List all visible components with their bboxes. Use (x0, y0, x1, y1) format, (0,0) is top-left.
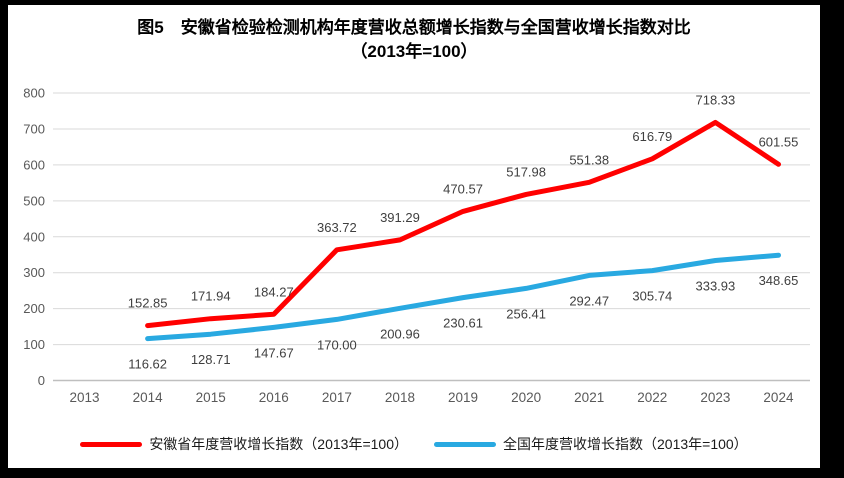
data-label: 391.29 (380, 210, 420, 225)
x-axis-tick-label: 2016 (259, 390, 289, 405)
x-axis-tick-label: 2023 (700, 390, 730, 405)
chart-legend: 安徽省年度营收增长指数（2013年=100） 全国年度营收增长指数（2013年=… (8, 434, 820, 454)
legend-item-anhui: 安徽省年度营收增长指数（2013年=100） (80, 434, 408, 454)
y-axis-tick-label: 0 (38, 373, 45, 388)
national-series-line-icon (434, 441, 496, 447)
data-label: 170.00 (317, 337, 357, 352)
data-label: 171.94 (191, 289, 231, 304)
x-axis-tick-label: 2019 (448, 390, 478, 405)
data-label: 116.62 (128, 357, 167, 372)
data-label: 305.74 (632, 289, 672, 304)
x-axis-tick-label: 2013 (70, 390, 100, 405)
legend-label-anhui: 安徽省年度营收增长指数（2013年=100） (149, 436, 408, 452)
series-line-1 (145, 252, 781, 342)
data-label: 718.33 (695, 92, 735, 107)
x-axis-tick-label: 2020 (511, 390, 541, 405)
data-label: 200.96 (380, 326, 420, 341)
data-label: 333.93 (695, 278, 735, 293)
data-label: 128.71 (191, 352, 231, 367)
y-axis-tick-label: 800 (23, 86, 45, 101)
data-label: 517.98 (506, 164, 546, 179)
data-label: 348.65 (759, 273, 799, 288)
y-axis-tick-label: 500 (23, 193, 45, 208)
y-axis-tick-label: 400 (23, 229, 45, 244)
chart-title-line1: 图5 安徽省检验检测机构年度营收总额增长指数与全国营收增长指数对比 (137, 18, 691, 37)
data-label: 184.27 (254, 284, 294, 299)
data-label: 616.79 (632, 129, 672, 144)
data-label: 230.61 (443, 316, 483, 331)
data-label: 601.55 (759, 134, 799, 149)
x-axis-tick-label: 2024 (763, 390, 794, 405)
data-label: 470.57 (443, 181, 483, 196)
series-line-0 (145, 119, 781, 329)
chart-title: 图5 安徽省检验检测机构年度营收总额增长指数与全国营收增长指数对比 （2013年… (8, 16, 820, 64)
x-axis-tick-label: 2014 (133, 390, 164, 405)
x-axis-tick-label: 2017 (322, 390, 352, 405)
data-label: 292.47 (569, 293, 609, 308)
data-label: 551.38 (569, 152, 609, 167)
x-axis-tick-label: 2015 (196, 390, 226, 405)
data-label: 152.85 (128, 296, 168, 311)
y-axis-tick-label: 200 (23, 301, 45, 316)
legend-label-national: 全国年度营收增长指数（2013年=100） (503, 436, 748, 452)
chart-title-line2: （2013年=100） (350, 42, 478, 61)
data-label: 363.72 (317, 220, 357, 235)
x-axis-tick-label: 2022 (637, 390, 667, 405)
anhui-series-line-icon (80, 441, 143, 447)
data-label: 256.41 (506, 306, 546, 321)
data-label: 147.67 (254, 345, 294, 360)
y-axis-tick-label: 100 (23, 337, 45, 352)
y-axis-tick-label: 300 (23, 265, 45, 280)
x-axis-tick-label: 2021 (574, 390, 604, 405)
y-axis-tick-label: 600 (23, 157, 45, 172)
x-axis-tick-label: 2018 (385, 390, 415, 405)
y-axis-tick-label: 700 (23, 121, 45, 136)
legend-item-national: 全国年度营收增长指数（2013年=100） (434, 434, 748, 454)
